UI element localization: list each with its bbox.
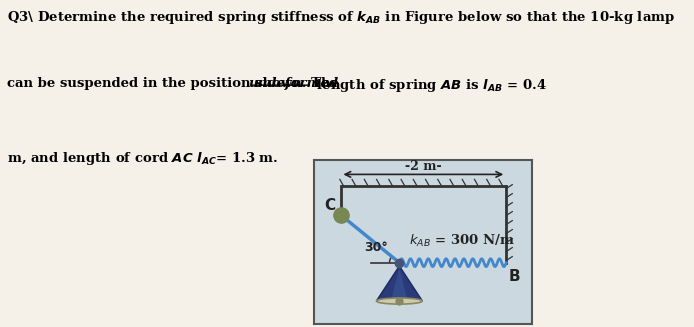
Text: length of spring $\bfit{AB}$ is $\bfit{l}_{AB}$ = 0.4: length of spring $\bfit{AB}$ is $\bfit{l…: [312, 77, 547, 94]
Text: Q3\ Determine the required spring stiffness of $\bfit{k}_{AB}$ in Figure below s: Q3\ Determine the required spring stiffn…: [7, 9, 675, 26]
Text: m, and length of cord $\bfit{AC}$ $\bfit{l}_{AC}$= 1.3 m.: m, and length of cord $\bfit{AC}$ $\bfit…: [7, 150, 278, 167]
Text: A: A: [392, 270, 404, 285]
Polygon shape: [376, 266, 422, 301]
Text: B: B: [509, 269, 520, 284]
Ellipse shape: [376, 298, 422, 304]
Polygon shape: [391, 268, 407, 298]
Text: $k_{AB}$ = 300 N/m: $k_{AB}$ = 300 N/m: [409, 232, 514, 249]
Text: 30°: 30°: [364, 241, 389, 254]
Text: can be suspended in the position shown. The: can be suspended in the position shown. …: [7, 77, 344, 90]
Text: -2 m-: -2 m-: [405, 160, 441, 173]
Text: undeformed: undeformed: [248, 77, 339, 90]
Text: C: C: [324, 198, 335, 213]
